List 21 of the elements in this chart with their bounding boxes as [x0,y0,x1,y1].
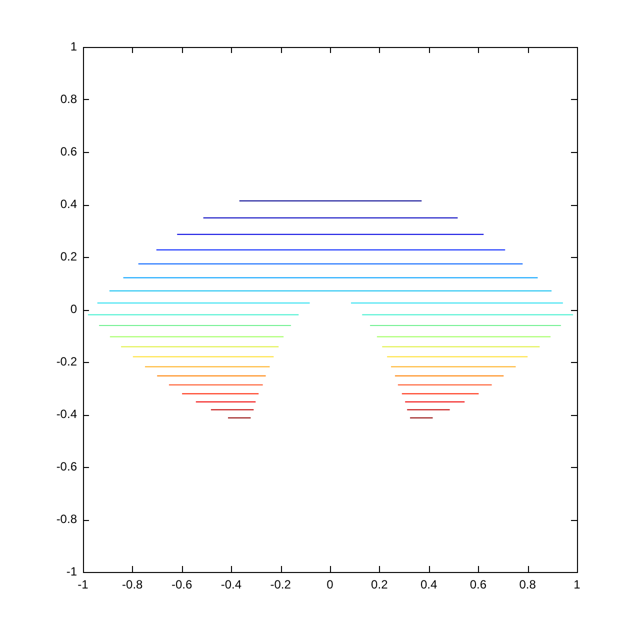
y-tick-label: -0.4 [56,406,78,421]
y-tick-label: -0.8 [56,512,78,526]
x-tick-label: 0.4 [420,578,438,592]
y-tick-label: 0.4 [60,196,78,211]
y-tick-label: -0.2 [56,354,78,368]
x-tick-label: -0.8 [122,578,144,592]
y-tick-label: 0.8 [60,92,78,106]
x-tick-label: 0 [326,578,334,592]
x-tick-label: 0.6 [470,578,487,592]
y-tick-label: 0.6 [60,144,78,158]
x-tick-label: -0.2 [270,578,292,592]
x-tick-label: 0.8 [519,578,536,592]
x-tick-label: 1 [574,578,581,592]
y-tick-label: -1 [66,564,78,578]
x-tick-label: -0.4 [220,578,242,592]
y-tick-label: -0.6 [56,459,78,474]
y-tick-label: 1 [70,39,78,54]
y-tick-label: 0 [70,302,78,316]
y-tick-label: 0.2 [60,249,78,264]
x-tick-label: 0.2 [371,578,388,592]
x-tick-label: -0.6 [171,578,192,592]
